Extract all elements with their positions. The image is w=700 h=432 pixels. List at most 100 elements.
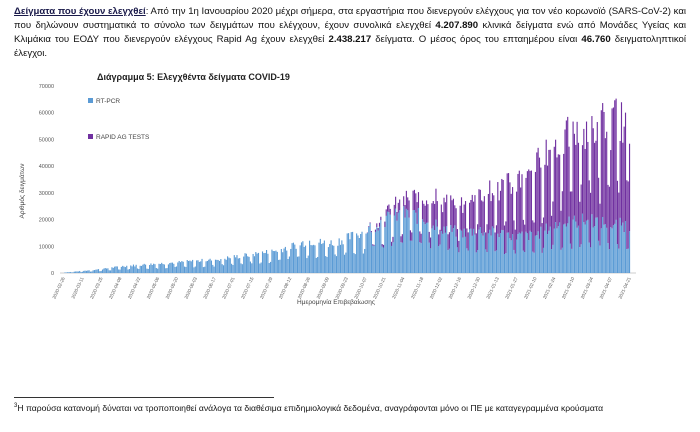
bar-rapid-ag — [486, 224, 488, 252]
bar-rt-pcr — [430, 248, 432, 273]
bar-rt-pcr — [119, 269, 121, 273]
bar-rapid-ag — [372, 244, 374, 246]
bar-rt-pcr — [419, 242, 421, 273]
bar-rt-pcr — [100, 270, 102, 273]
bar-rt-pcr — [404, 217, 406, 273]
bar-rt-pcr — [249, 261, 251, 273]
legend-swatch-rt-pcr — [88, 98, 93, 103]
bar-rt-pcr — [278, 259, 280, 273]
bar-rt-pcr — [201, 258, 203, 273]
bar-rt-pcr — [126, 265, 128, 273]
bar-rapid-ag — [610, 150, 612, 228]
bar-rt-pcr — [400, 242, 402, 273]
bar-rt-pcr — [248, 256, 250, 273]
bar-rt-pcr — [622, 222, 624, 273]
bar-rapid-ag — [456, 229, 459, 248]
bar-rt-pcr — [594, 226, 596, 273]
bar-rt-pcr — [370, 232, 372, 273]
bar-rapid-ag — [529, 170, 531, 231]
bar-rt-pcr — [616, 244, 619, 273]
bar-rt-pcr — [530, 231, 532, 273]
bar-rt-pcr — [72, 272, 74, 273]
bar-rt-pcr — [549, 226, 551, 273]
bar-rt-pcr — [259, 263, 261, 273]
bar-rt-pcr — [517, 234, 519, 273]
bar-rt-pcr — [619, 217, 621, 273]
bar-rt-pcr — [588, 242, 590, 273]
bar-rt-pcr — [300, 242, 303, 273]
bar-rapid-ag — [400, 236, 402, 243]
bar-rapid-ag — [378, 222, 381, 227]
bar-rt-pcr — [143, 263, 145, 273]
bar-rt-pcr — [378, 226, 381, 273]
bar-rt-pcr — [270, 261, 272, 273]
bar-rt-pcr — [455, 236, 457, 273]
bar-rt-pcr — [534, 235, 537, 273]
bar-rt-pcr — [434, 230, 436, 273]
bar-rt-pcr — [200, 261, 202, 273]
bar-rt-pcr — [310, 245, 312, 273]
bar-rapid-ag — [561, 191, 563, 248]
bar-rt-pcr — [112, 267, 114, 273]
bar-rt-pcr — [146, 268, 148, 273]
bar-rt-pcr — [99, 271, 101, 273]
bar-rapid-ag — [606, 131, 608, 228]
bar-rt-pcr — [475, 252, 477, 273]
bar-rt-pcr — [614, 223, 616, 273]
bar-rt-pcr — [96, 269, 98, 273]
x-tick-label: 2020-09-23 — [334, 276, 349, 300]
bar-rt-pcr — [138, 269, 140, 273]
bar-rt-pcr — [412, 210, 414, 273]
bar-rapid-ag — [411, 232, 413, 241]
bar-rt-pcr — [228, 257, 230, 273]
bar-rapid-ag — [499, 190, 502, 234]
bar-rt-pcr — [292, 242, 295, 273]
bar-rt-pcr — [444, 232, 446, 273]
bar-rt-pcr — [88, 270, 90, 273]
bar-rt-pcr — [544, 230, 546, 273]
bar-rt-pcr — [263, 253, 265, 273]
bar-rt-pcr — [560, 249, 562, 273]
bar-rapid-ag — [393, 204, 395, 216]
bar-rt-pcr — [553, 228, 555, 273]
bar-rapid-ag — [560, 210, 562, 250]
bar-rapid-ag — [491, 193, 493, 227]
bar-rapid-ag — [567, 116, 569, 224]
bar-rt-pcr — [216, 259, 218, 273]
bar-rapid-ag — [443, 197, 445, 227]
bar-rt-pcr — [306, 258, 308, 273]
bar-rapid-ag — [602, 103, 604, 217]
bar-rt-pcr — [596, 217, 598, 273]
bar-rt-pcr — [331, 245, 334, 273]
bar-rt-pcr — [503, 254, 506, 273]
bar-rt-pcr — [173, 263, 175, 273]
bar-rt-pcr — [139, 265, 141, 273]
bar-rt-pcr — [85, 270, 87, 273]
bar-rt-pcr — [149, 265, 151, 273]
bar-rapid-ag — [475, 233, 477, 253]
bar-rapid-ag — [388, 204, 390, 213]
bar-rt-pcr — [287, 259, 289, 273]
y-tick-label: 50000 — [39, 137, 54, 143]
bar-rt-pcr — [360, 234, 362, 273]
bar-rt-pcr — [80, 272, 82, 273]
bar-rt-pcr — [608, 249, 610, 273]
bar-rapid-ag — [493, 195, 495, 229]
bar-rt-pcr — [592, 227, 594, 273]
bar-rapid-ag — [430, 237, 432, 249]
bar-rt-pcr — [163, 264, 165, 273]
bar-rt-pcr — [194, 266, 196, 273]
bar-rt-pcr — [198, 261, 200, 273]
legend-label-rapid-ag: RAPID AG TESTS — [96, 134, 150, 141]
bar-rapid-ag — [559, 154, 561, 223]
footnote-divider — [14, 397, 274, 398]
bar-rapid-ag — [503, 225, 506, 255]
bar-rapid-ag — [481, 200, 483, 234]
bar-rt-pcr — [362, 253, 364, 273]
x-tick-label: 2021-03-24 — [580, 276, 595, 300]
bar-rt-pcr — [522, 250, 524, 273]
bar-rt-pcr — [188, 261, 190, 273]
tests-chart: Διάγραμμα 5: Ελεγχθέντα δείγματα COVID-1… — [18, 72, 636, 306]
bar-rt-pcr — [477, 250, 479, 273]
bar-rt-pcr — [182, 261, 184, 273]
